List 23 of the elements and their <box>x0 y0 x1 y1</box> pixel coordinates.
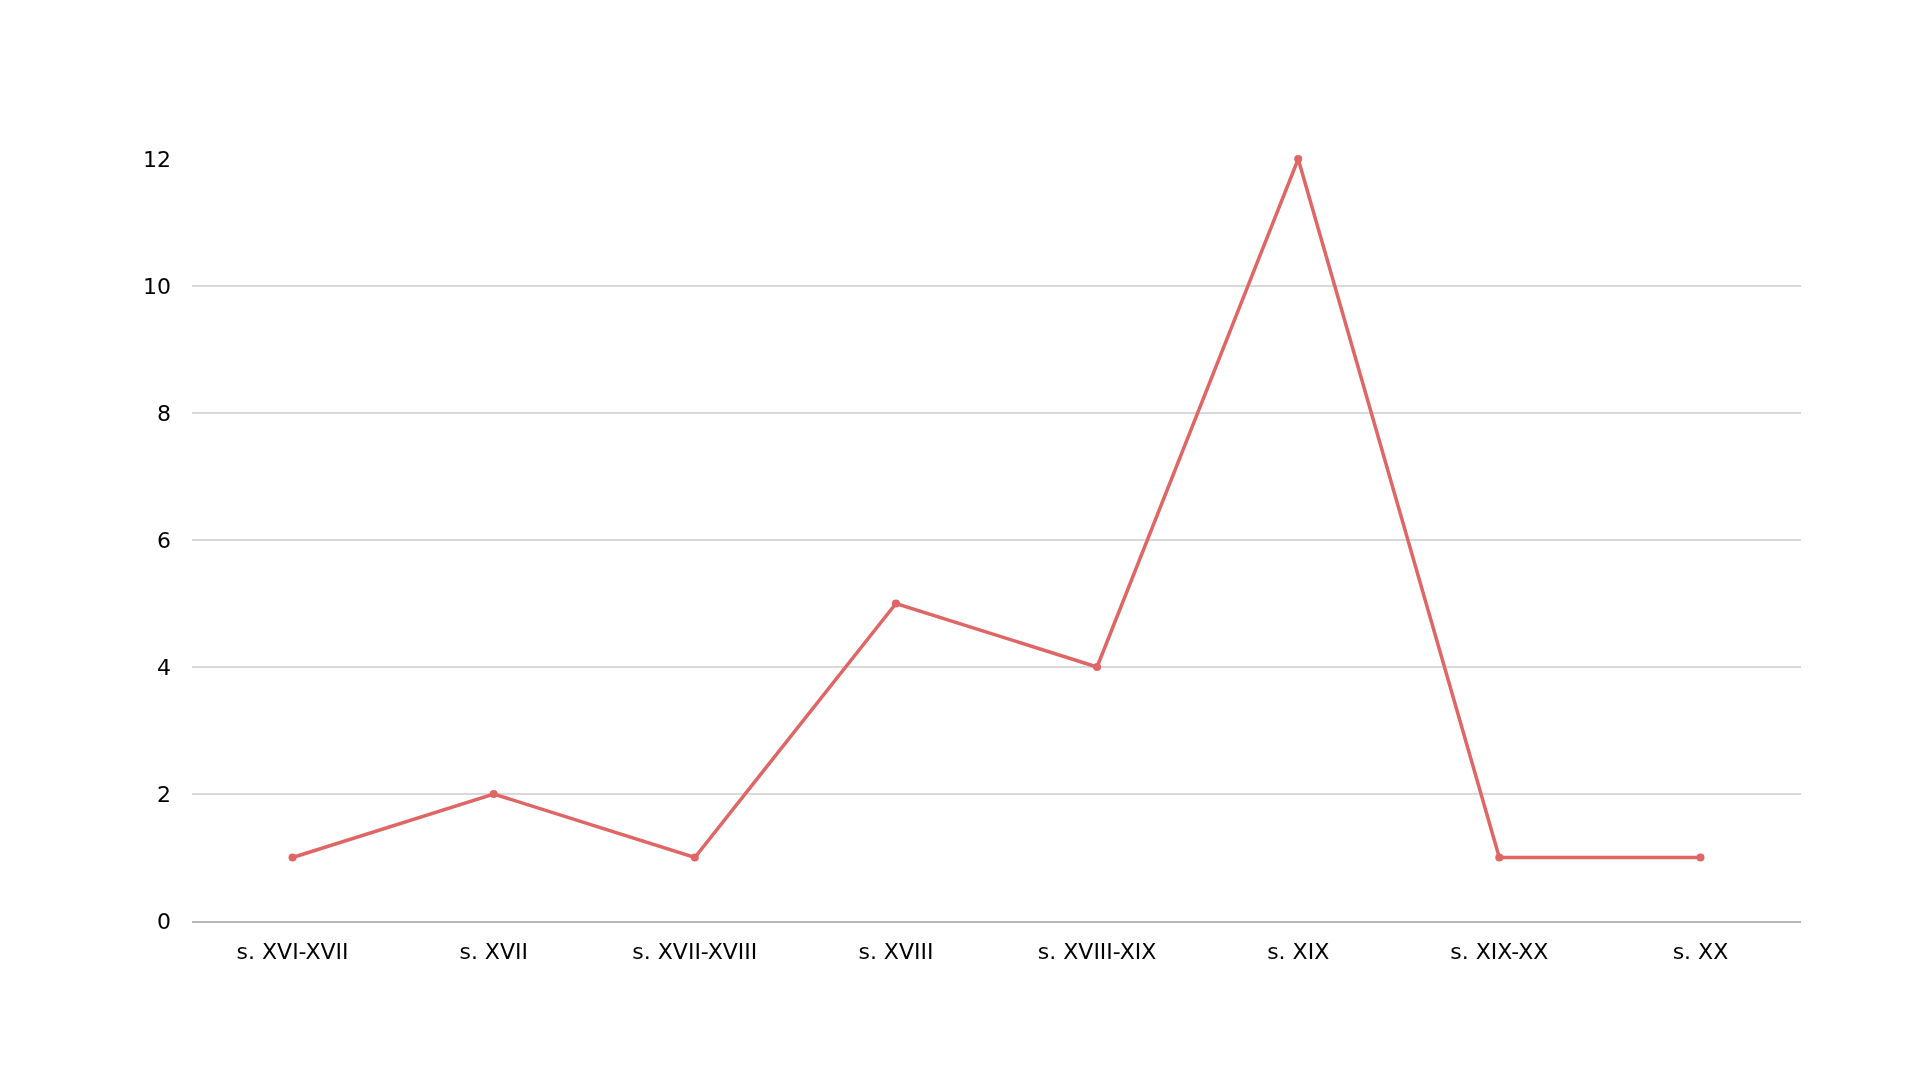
x-tick-label: s. XVI-XVII <box>236 939 349 965</box>
point <box>1294 155 1303 163</box>
x-tick-label: s. XVII <box>459 939 528 965</box>
x-tick-label: s. XVIII-XIX <box>1037 939 1157 965</box>
point <box>1696 853 1705 862</box>
point <box>489 790 498 798</box>
x-tick-label: s. XVIII <box>858 939 934 965</box>
y-tick-label: 6 <box>157 527 171 553</box>
x-tick-label: s. XIX-XX <box>1450 939 1549 965</box>
y-tick-label: 10 <box>143 273 171 299</box>
x-tick-label: s. XVII-XVIII <box>632 939 758 965</box>
point <box>1495 853 1504 862</box>
x-tick-label: s. XIX <box>1267 939 1330 965</box>
y-tick-label: 2 <box>157 781 171 807</box>
point <box>1093 663 1102 671</box>
point <box>690 853 699 862</box>
point <box>891 599 900 608</box>
y-tick-label: 12 <box>143 146 171 172</box>
y-tick-label: 4 <box>157 654 171 680</box>
y-tick-label: 0 <box>157 908 171 934</box>
y-tick-label: 8 <box>157 400 171 426</box>
x-tick-label: s. XX <box>1672 939 1729 965</box>
point <box>288 853 297 862</box>
